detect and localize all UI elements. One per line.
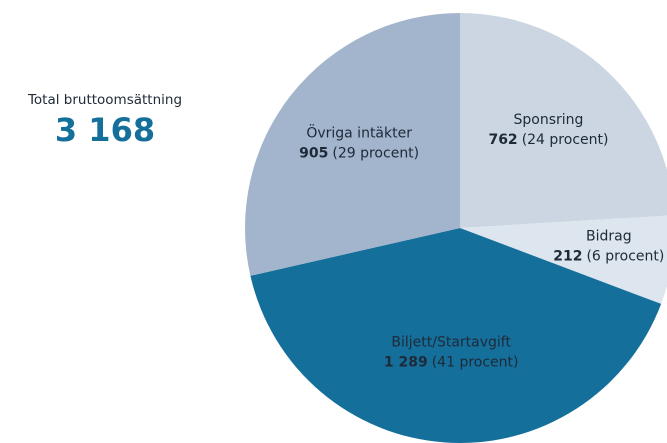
slice-value-label: 1 289 (41 procent) [384,355,519,371]
slice-label: Bidrag [586,229,632,245]
slice-value: 212 [553,249,582,265]
pie-slice [250,228,662,443]
pie-slice [244,13,460,276]
slice-value: 905 [299,146,328,162]
slice-value-label: 905 (29 procent) [299,146,419,162]
slice-label: Biljett/Startavgift [391,335,511,351]
total-title: Total bruttoomsättning [27,92,182,108]
slice-label: Övriga intäkter [306,124,412,142]
slice-value: 1 289 [384,355,428,371]
slice-percent: (6 procent) [586,249,664,265]
pie-slice [460,215,667,304]
slice-percent: (29 procent) [332,146,419,162]
slice-value-label: 762 (24 procent) [488,132,608,148]
slice-value: 762 [488,132,517,148]
slice-percent: (24 procent) [522,132,609,148]
slice-percent: (41 procent) [432,355,519,371]
slice-label: Sponsring [514,112,584,128]
total-value: 3 168 [55,111,155,149]
slice-value-label: 212 (6 procent) [553,249,664,265]
pie-slice [460,13,667,228]
